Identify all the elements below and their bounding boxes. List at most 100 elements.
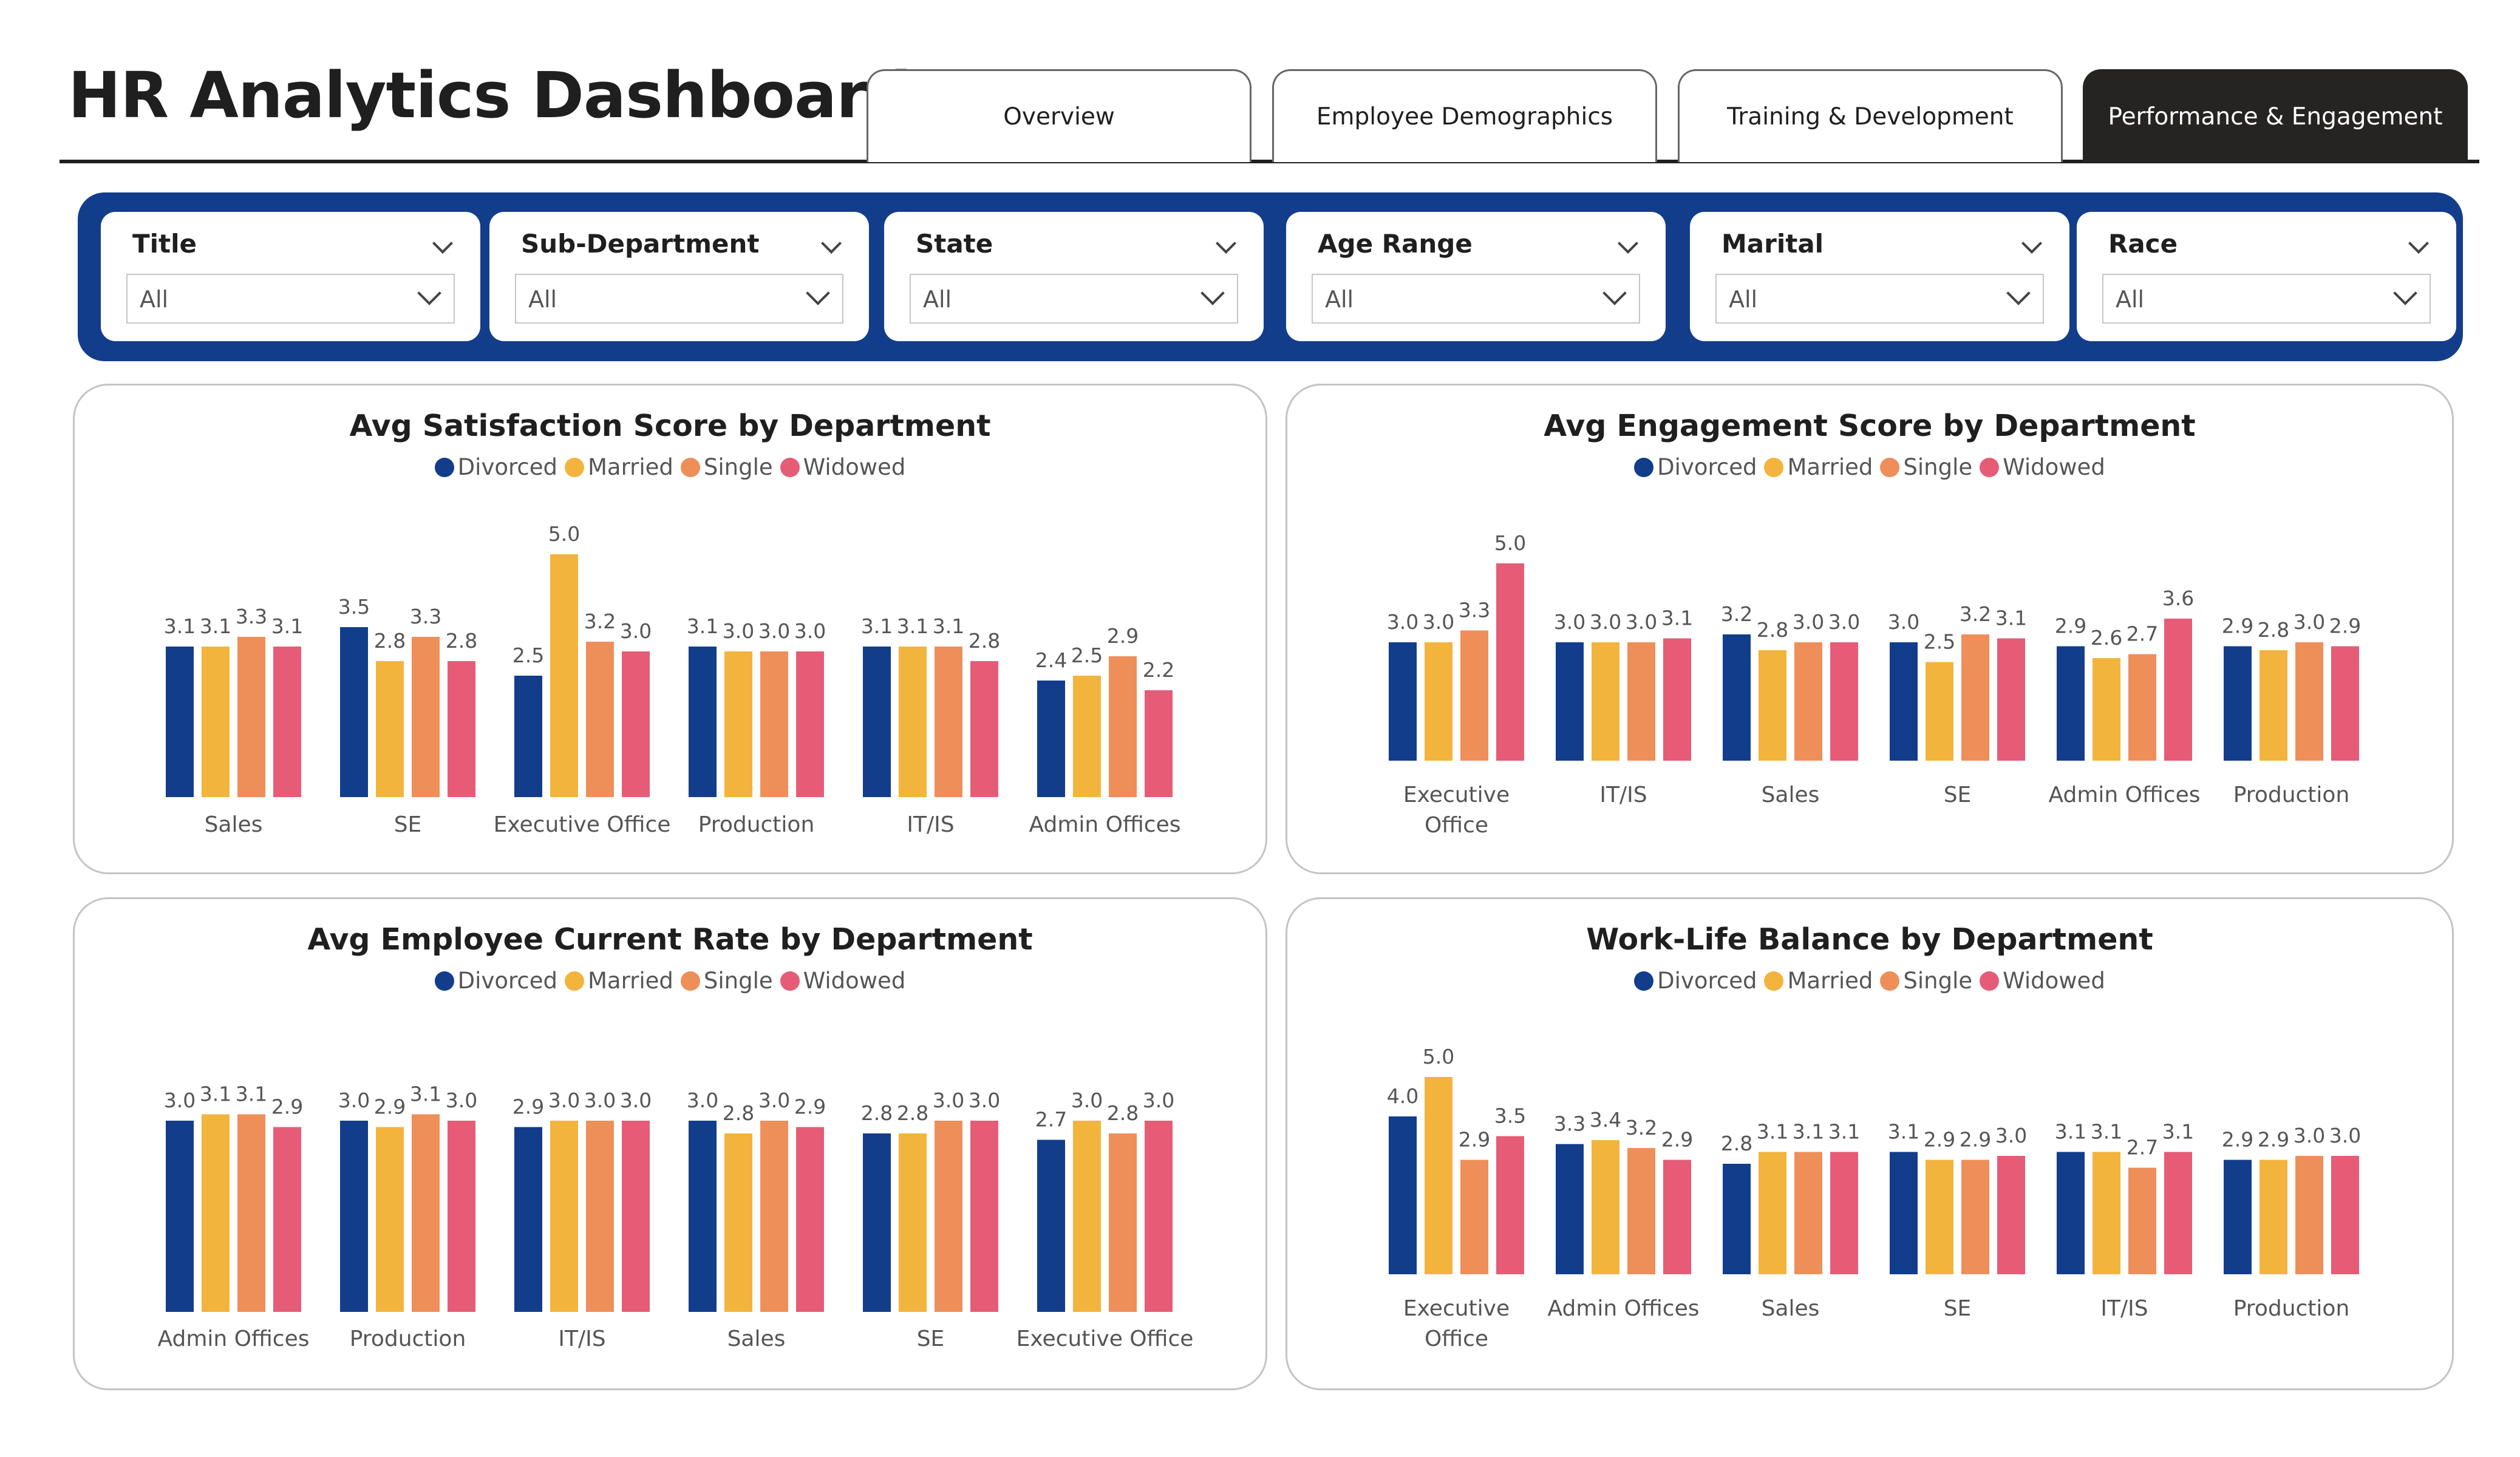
- legend-item-married[interactable]: Married: [1764, 968, 1873, 994]
- bar-widowed-production[interactable]: [2331, 646, 2359, 761]
- legend-item-single[interactable]: Single: [680, 454, 773, 480]
- title-dropdown[interactable]: All: [126, 274, 455, 324]
- bar-married-it-is[interactable]: [1592, 642, 1619, 761]
- bar-married-se[interactable]: [1926, 1160, 1953, 1275]
- bar-married-executive-office[interactable]: [1425, 1077, 1452, 1274]
- bar-married-sales[interactable]: [724, 1133, 752, 1312]
- bar-married-it-is[interactable]: [2093, 1152, 2120, 1275]
- bar-single-admin-offices[interactable]: [1627, 1148, 1655, 1274]
- bar-widowed-production[interactable]: [796, 651, 824, 797]
- bar-divorced-production[interactable]: [2224, 646, 2252, 761]
- bar-widowed-it-is[interactable]: [1663, 638, 1691, 761]
- bar-single-se[interactable]: [935, 1121, 962, 1312]
- legend-item-married[interactable]: Married: [1764, 454, 1873, 480]
- bar-widowed-executive-office[interactable]: [1496, 563, 1524, 761]
- bar-divorced-admin-offices[interactable]: [1556, 1144, 1584, 1275]
- tab-overview[interactable]: Overview: [867, 69, 1251, 162]
- bar-divorced-it-is[interactable]: [863, 647, 891, 797]
- bar-widowed-sales[interactable]: [796, 1127, 824, 1313]
- bar-married-production[interactable]: [2259, 650, 2287, 761]
- legend-item-widowed[interactable]: Widowed: [1980, 968, 2105, 994]
- bar-single-sales[interactable]: [1794, 1152, 1822, 1275]
- bar-married-admin-offices[interactable]: [2093, 658, 2120, 761]
- bar-single-sales[interactable]: [237, 637, 265, 797]
- legend-item-widowed[interactable]: Widowed: [780, 454, 905, 480]
- bar-married-sales[interactable]: [1759, 650, 1786, 761]
- bar-single-production[interactable]: [2295, 642, 2323, 761]
- bar-widowed-admin-offices[interactable]: [2164, 619, 2192, 761]
- chevron-down-icon[interactable]: [1618, 233, 1638, 254]
- bar-single-se[interactable]: [1961, 634, 1989, 761]
- marital-dropdown[interactable]: All: [1715, 274, 2044, 324]
- bar-divorced-sales[interactable]: [1723, 1164, 1751, 1274]
- bar-single-it-is[interactable]: [1627, 642, 1655, 761]
- bar-married-se[interactable]: [899, 1133, 927, 1312]
- chevron-down-icon[interactable]: [821, 233, 842, 254]
- legend-item-divorced[interactable]: Divorced: [434, 968, 557, 994]
- bar-widowed-se[interactable]: [1997, 638, 2025, 761]
- chevron-down-icon[interactable]: [432, 233, 453, 254]
- age-range-dropdown[interactable]: All: [1312, 274, 1640, 324]
- bar-single-it-is[interactable]: [586, 1121, 614, 1312]
- bar-divorced-se[interactable]: [1890, 1152, 1918, 1275]
- bar-widowed-sales[interactable]: [1830, 642, 1858, 761]
- bar-widowed-se[interactable]: [448, 661, 475, 797]
- bar-married-executive-office[interactable]: [1425, 642, 1452, 761]
- legend-item-married[interactable]: Married: [564, 968, 673, 994]
- bar-widowed-it-is[interactable]: [970, 661, 998, 797]
- bar-married-it-is[interactable]: [550, 1121, 578, 1312]
- bar-married-production[interactable]: [376, 1127, 404, 1313]
- chevron-down-icon[interactable]: [2021, 233, 2042, 254]
- bar-widowed-it-is[interactable]: [2164, 1152, 2192, 1275]
- bar-single-it-is[interactable]: [2128, 1167, 2156, 1275]
- bar-divorced-se[interactable]: [340, 627, 368, 797]
- bar-married-admin-offices[interactable]: [1592, 1140, 1619, 1274]
- bar-widowed-executive-office[interactable]: [622, 651, 650, 797]
- bar-single-executive-office[interactable]: [1460, 1160, 1488, 1275]
- chevron-down-icon[interactable]: [2408, 233, 2429, 254]
- legend-item-divorced[interactable]: Divorced: [1634, 454, 1757, 480]
- bar-single-executive-office[interactable]: [1460, 630, 1488, 761]
- race-dropdown[interactable]: All: [2102, 274, 2431, 324]
- legend-item-divorced[interactable]: Divorced: [1634, 968, 1757, 994]
- bar-single-admin-offices[interactable]: [1109, 656, 1137, 797]
- bar-divorced-executive-office[interactable]: [514, 676, 542, 797]
- bar-married-se[interactable]: [376, 661, 404, 797]
- bar-married-se[interactable]: [1926, 662, 1953, 761]
- bar-single-se[interactable]: [412, 637, 440, 797]
- bar-divorced-it-is[interactable]: [514, 1127, 542, 1313]
- bar-widowed-se[interactable]: [1997, 1156, 2025, 1274]
- bar-single-executive-office[interactable]: [586, 642, 614, 797]
- bar-divorced-se[interactable]: [1890, 642, 1918, 761]
- bar-divorced-it-is[interactable]: [1556, 642, 1584, 761]
- bar-married-production[interactable]: [2259, 1160, 2287, 1275]
- bar-single-admin-offices[interactable]: [237, 1114, 265, 1313]
- bar-divorced-production[interactable]: [2224, 1160, 2252, 1275]
- bar-single-sales[interactable]: [760, 1121, 788, 1312]
- legend-item-single[interactable]: Single: [1880, 454, 1972, 480]
- bar-divorced-executive-office[interactable]: [1389, 1116, 1417, 1274]
- bar-married-admin-offices[interactable]: [1073, 676, 1101, 797]
- bar-divorced-it-is[interactable]: [2057, 1152, 2085, 1275]
- bar-single-se[interactable]: [1961, 1160, 1989, 1275]
- bar-single-it-is[interactable]: [935, 647, 962, 797]
- bar-widowed-production[interactable]: [2331, 1156, 2359, 1274]
- bar-widowed-production[interactable]: [448, 1121, 475, 1312]
- bar-divorced-admin-offices[interactable]: [2057, 646, 2085, 761]
- bar-married-production[interactable]: [724, 651, 752, 797]
- tab-training-development[interactable]: Training & Development: [1678, 69, 2063, 162]
- legend-item-married[interactable]: Married: [564, 454, 673, 480]
- legend-item-widowed[interactable]: Widowed: [1980, 454, 2105, 480]
- bar-single-production[interactable]: [2295, 1156, 2323, 1274]
- bar-widowed-executive-office[interactable]: [1145, 1121, 1173, 1312]
- legend-item-widowed[interactable]: Widowed: [780, 968, 905, 994]
- legend-item-single[interactable]: Single: [680, 968, 773, 994]
- bar-married-it-is[interactable]: [899, 647, 927, 797]
- bar-widowed-admin-offices[interactable]: [273, 1127, 301, 1313]
- bar-widowed-se[interactable]: [970, 1121, 998, 1312]
- bar-single-production[interactable]: [412, 1114, 440, 1313]
- sub-department-dropdown[interactable]: All: [515, 274, 843, 324]
- bar-divorced-executive-office[interactable]: [1037, 1139, 1065, 1313]
- legend-item-single[interactable]: Single: [1880, 968, 1972, 994]
- bar-widowed-sales[interactable]: [273, 647, 301, 797]
